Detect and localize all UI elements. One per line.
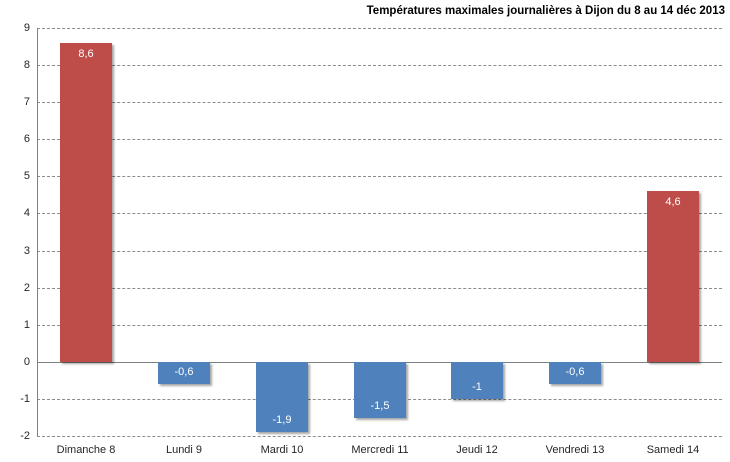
- y-tick-label: 0: [23, 356, 30, 368]
- y-tick-label: -1: [20, 393, 30, 405]
- bar-lundi-9: -0,6: [158, 362, 210, 384]
- bar-value-label: -0,6: [174, 366, 194, 378]
- gridline: [37, 28, 722, 29]
- bar-value-label: 8,6: [78, 48, 94, 60]
- chart-title: Températures maximales journalières à Di…: [366, 5, 725, 17]
- x-axis-label: Mardi 10: [260, 444, 304, 456]
- y-tick-label: 3: [23, 245, 30, 257]
- y-tick-label: 7: [23, 96, 30, 108]
- y-tick-label: 9: [23, 22, 30, 34]
- x-axis-label: Jeudi 12: [456, 444, 498, 456]
- x-axis-label: Mercredi 11: [351, 444, 409, 456]
- gridline: [37, 102, 722, 103]
- bar-vendredi-13: -0,6: [549, 362, 601, 384]
- bar-samedi-14: 4,6: [647, 191, 699, 362]
- gridline: [37, 325, 722, 326]
- y-axis-line: [37, 28, 38, 436]
- bar-dimanche-8: 8,6: [60, 43, 112, 362]
- bar-jeudi-12: -1: [451, 362, 503, 399]
- bar-mardi-10: -1,9: [256, 362, 308, 432]
- y-tick-label: 8: [23, 59, 30, 71]
- x-axis-label: Vendredi 13: [545, 444, 605, 456]
- bar-value-label: -0,6: [565, 366, 585, 378]
- x-axis-label: Dimanche 8: [56, 444, 116, 456]
- y-tick-label: 4: [23, 207, 30, 219]
- bar-value-label: -1: [472, 381, 482, 393]
- x-axis-label: Samedi 14: [646, 444, 700, 456]
- y-tick-label: 6: [23, 133, 30, 145]
- bar-value-label: -1,9: [272, 414, 292, 426]
- y-tick-label: 2: [23, 282, 30, 294]
- gridline: [37, 288, 722, 289]
- gridline: [37, 251, 722, 252]
- x-axis-label: Lundi 9: [165, 444, 203, 456]
- gridline: [37, 213, 722, 214]
- y-tick-label: 1: [23, 319, 30, 331]
- bar-value-label: -1,5: [370, 400, 390, 412]
- gridline: [37, 139, 722, 140]
- gridline: [37, 436, 722, 437]
- gridline: [37, 176, 722, 177]
- y-tick-label: -2: [20, 430, 30, 442]
- bar-value-label: 4,6: [665, 196, 681, 208]
- gridline: [37, 65, 722, 66]
- bar-mercredi-11: -1,5: [354, 362, 406, 418]
- y-tick-label: 5: [23, 170, 30, 182]
